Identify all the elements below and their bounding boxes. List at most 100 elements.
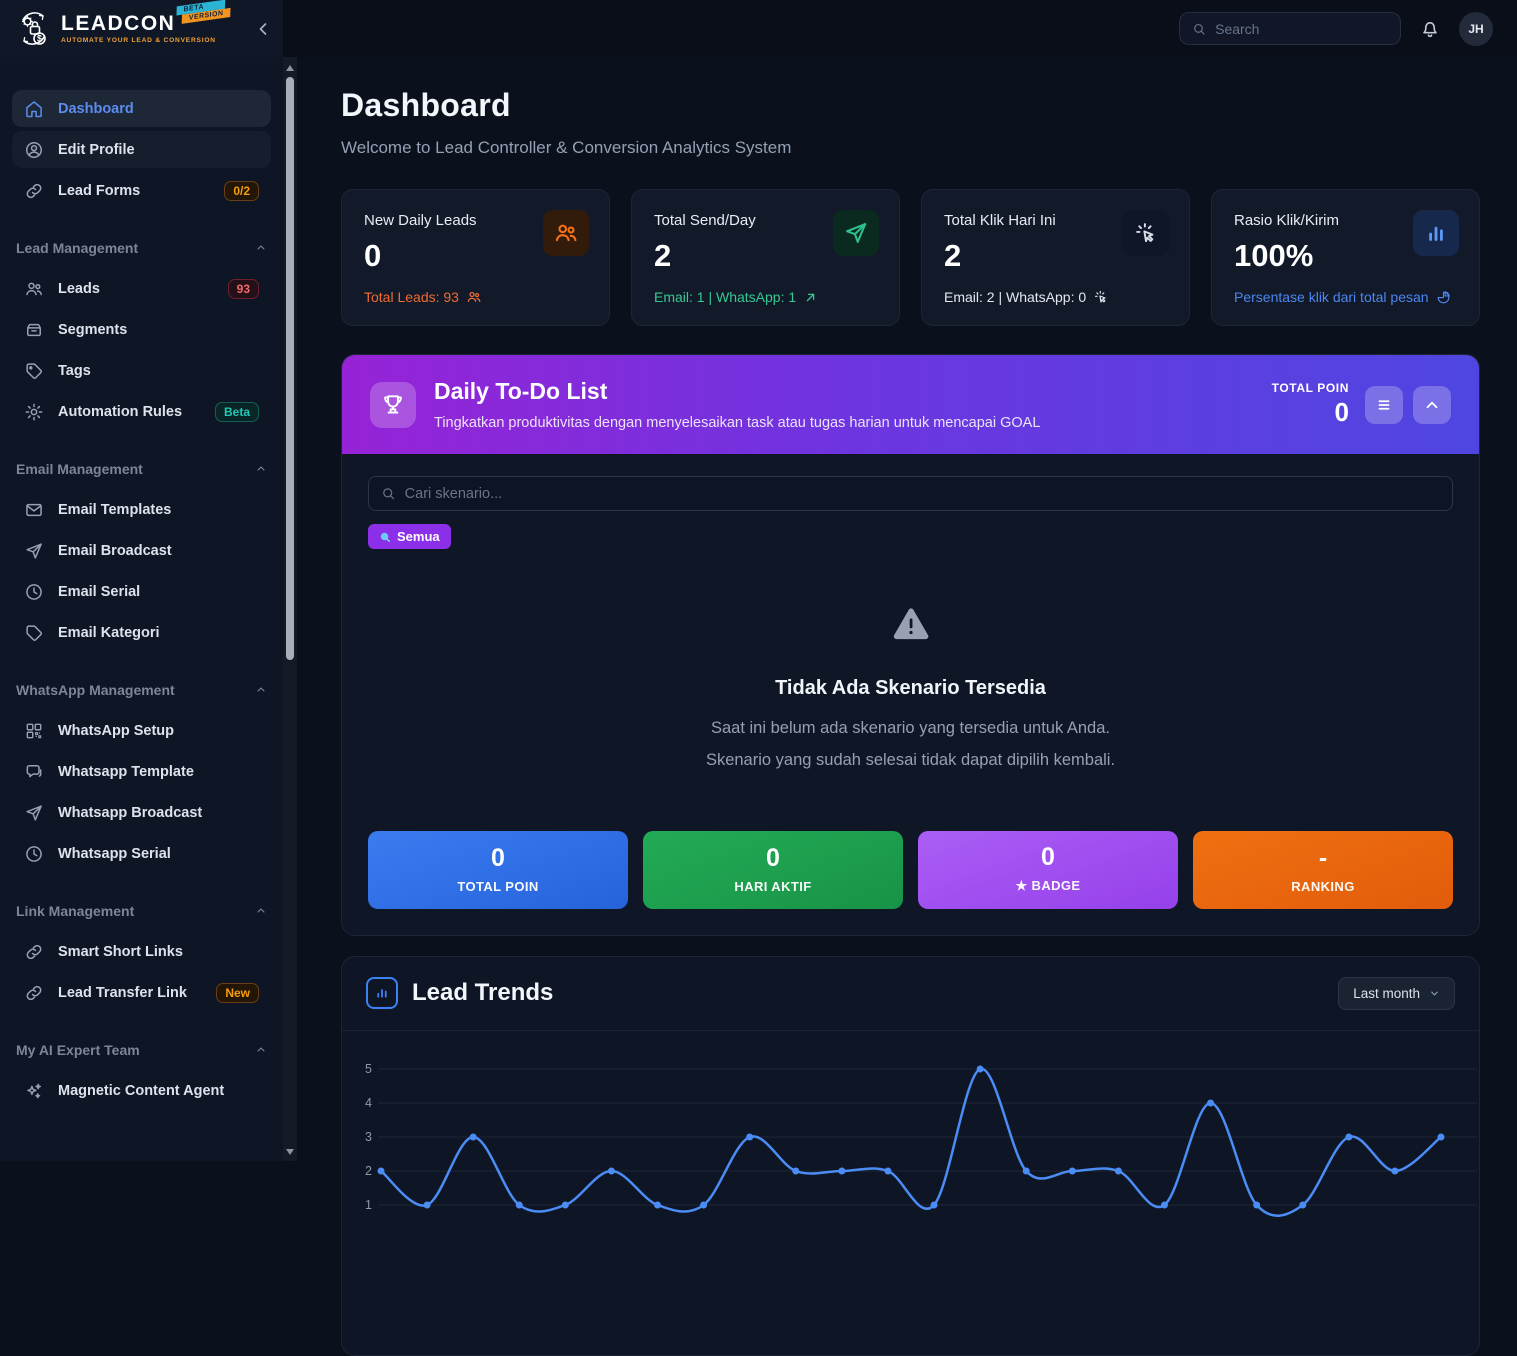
scenario-search[interactable] xyxy=(368,476,1453,511)
section-link-management[interactable]: Link Management xyxy=(16,903,267,919)
chevron-up-icon xyxy=(255,1044,267,1056)
users-icon xyxy=(24,279,44,299)
notifications-button[interactable] xyxy=(1419,18,1441,40)
tile-ranking[interactable]: - RANKING xyxy=(1193,830,1453,909)
send-icon xyxy=(24,803,44,823)
sidebar-item-email-broadcast[interactable]: Email Broadcast xyxy=(12,532,271,569)
link-icon xyxy=(24,181,44,201)
users-icon xyxy=(543,210,589,256)
sidebar-item-automation-rules[interactable]: Automation Rules Beta xyxy=(12,393,271,430)
sidebar-item-magnetic-content-agent[interactable]: Magnetic Content Agent xyxy=(12,1072,271,1109)
send-icon xyxy=(24,541,44,561)
todo-header-text: Daily To-Do List Tingkatkan produktivita… xyxy=(434,378,1040,431)
trophy-icon xyxy=(370,381,416,428)
topbar-actions: JH xyxy=(283,0,1517,57)
sidebar-item-label: Email Templates xyxy=(58,501,172,518)
lead-trends-title: Lead Trends xyxy=(412,979,554,1007)
todo-collapse-button[interactable] xyxy=(1413,385,1451,424)
sidebar-item-label: Email Kategori xyxy=(58,624,160,641)
chevron-up-icon xyxy=(255,684,267,696)
search-input[interactable] xyxy=(1215,20,1388,37)
leads-count-badge: 93 xyxy=(227,278,259,299)
svg-text:2: 2 xyxy=(365,1164,372,1178)
scenario-empty-state: Tidak Ada Skenario Tersedia Saat ini bel… xyxy=(368,549,1453,825)
sidebar-item-email-kategori[interactable]: Email Kategori xyxy=(12,614,271,651)
search-icon xyxy=(383,488,395,500)
search-icon xyxy=(379,531,391,543)
sidebar-item-tags[interactable]: Tags xyxy=(12,352,271,389)
sidebar-item-smart-short-links[interactable]: Smart Short Links xyxy=(12,933,271,970)
scrollbar-up-arrow[interactable] xyxy=(283,61,297,75)
sidebar-scrollbar[interactable] xyxy=(283,57,297,1161)
sidebar-item-leads[interactable]: Leads 93 xyxy=(12,270,271,307)
sidebar-item-edit-profile[interactable]: Edit Profile xyxy=(12,131,271,168)
sidebar-item-whatsapp-setup[interactable]: WhatsApp Setup xyxy=(12,712,271,749)
total-poin-label: TOTAL POIN xyxy=(1271,381,1349,395)
todo-subtitle: Tingkatkan produktivitas dengan menyeles… xyxy=(434,415,1041,431)
sidebar-item-dashboard[interactable]: Dashboard xyxy=(12,90,271,127)
scrollbar-down-arrow[interactable] xyxy=(283,1145,297,1159)
sidebar-collapse-button[interactable] xyxy=(251,17,275,41)
section-lead-management[interactable]: Lead Management xyxy=(16,240,267,256)
bar-chart-icon xyxy=(366,977,398,1010)
sidebar-item-label: Tags xyxy=(58,362,91,379)
send-icon xyxy=(833,210,879,256)
stat-cards-row: New Daily Leads 0 Total Leads: 93 Total … xyxy=(341,189,1480,326)
card-subtext: Email: 1 | WhatsApp: 1 xyxy=(654,289,877,305)
total-poin-value: 0 xyxy=(1334,397,1349,427)
card-subtext: Persentase klik dari total pesan xyxy=(1234,289,1457,305)
svg-text:$: $ xyxy=(37,33,42,43)
scrollbar-thumb[interactable] xyxy=(286,77,294,660)
page-title: Dashboard xyxy=(341,87,511,123)
chevron-left-icon xyxy=(259,22,267,35)
clock-icon xyxy=(24,582,44,602)
tile-total-poin[interactable]: 0 TOTAL POIN xyxy=(368,830,628,909)
sidebar-item-email-templates[interactable]: Email Templates xyxy=(12,491,271,528)
user-avatar[interactable]: JH xyxy=(1459,11,1493,46)
card-subtext: Total Leads: 93 xyxy=(364,289,587,305)
tag-icon xyxy=(24,361,44,381)
sidebar-item-segments[interactable]: Segments xyxy=(12,311,271,348)
chat-bubbles-icon xyxy=(24,762,44,782)
brand-name: LEADCON xyxy=(61,12,176,35)
sidebar-item-whatsapp-broadcast[interactable]: Whatsapp Broadcast xyxy=(12,794,271,831)
arrow-up-right-icon xyxy=(806,293,815,301)
daily-todo-panel: Daily To-Do List Tingkatkan produktivita… xyxy=(341,354,1480,936)
todo-header-actions: TOTAL POIN 0 xyxy=(1272,381,1451,428)
svg-text:3: 3 xyxy=(365,1130,372,1144)
tile-hari-aktif[interactable]: 0 HARI AKTIF xyxy=(643,830,903,909)
svg-text:4: 4 xyxy=(365,1096,372,1110)
mail-icon xyxy=(24,500,44,520)
sidebar-item-lead-transfer-link[interactable]: Lead Transfer Link New xyxy=(12,974,271,1011)
card-label: Total Send/Day xyxy=(654,212,756,229)
card-rasio-klik-kirim: Rasio Klik/Kirim 100% Persentase klik da… xyxy=(1211,189,1480,326)
section-email-management[interactable]: Email Management xyxy=(16,461,267,477)
sidebar-header: $ LEADCON BETA VERSION AUTOMATE YOUR LEA… xyxy=(0,0,283,57)
global-search[interactable] xyxy=(1179,12,1401,45)
search-icon xyxy=(1194,23,1205,35)
bell-icon xyxy=(1423,21,1437,37)
sidebar-item-whatsapp-template[interactable]: Whatsapp Template xyxy=(12,753,271,790)
empty-state-title: Tidak Ada Skenario Tersedia xyxy=(775,677,1046,699)
card-value: 2 xyxy=(944,238,962,273)
card-total-klik-hari-ini: Total Klik Hari Ini 2 Email: 2 | WhatsAp… xyxy=(921,189,1190,326)
section-whatsapp-management[interactable]: WhatsApp Management xyxy=(16,682,267,698)
sidebar-item-whatsapp-serial[interactable]: Whatsapp Serial xyxy=(12,835,271,872)
filter-chip-semua[interactable]: Semua xyxy=(368,524,451,549)
sidebar-item-label: Segments xyxy=(58,321,128,338)
time-range-dropdown[interactable]: Last month xyxy=(1338,976,1455,1010)
lead-trends-panel: Lead Trends Last month 1 2 3 4 5 xyxy=(341,955,1480,1356)
sidebar-item-lead-forms[interactable]: Lead Forms 0/2 xyxy=(12,172,271,209)
page-subtitle: Welcome to Lead Controller & Conversion … xyxy=(341,138,792,157)
scenario-search-input[interactable] xyxy=(404,485,1440,502)
card-subtext: Email: 2 | WhatsApp: 0 xyxy=(944,289,1167,305)
sidebar-item-label: Whatsapp Serial xyxy=(58,845,171,862)
section-my-ai-expert-team[interactable]: My AI Expert Team xyxy=(16,1042,267,1058)
sidebar-item-email-serial[interactable]: Email Serial xyxy=(12,573,271,610)
warning-triangle-icon xyxy=(893,608,928,640)
sidebar-item-label: Edit Profile xyxy=(58,141,135,158)
todo-list-view-button[interactable] xyxy=(1365,385,1403,424)
brand-logo[interactable]: $ LEADCON BETA VERSION AUTOMATE YOUR LEA… xyxy=(14,0,243,49)
tile-badge[interactable]: 0 ★ BADGE xyxy=(918,830,1178,909)
empty-state-line1: Saat ini belum ada skenario yang tersedi… xyxy=(710,719,1110,737)
